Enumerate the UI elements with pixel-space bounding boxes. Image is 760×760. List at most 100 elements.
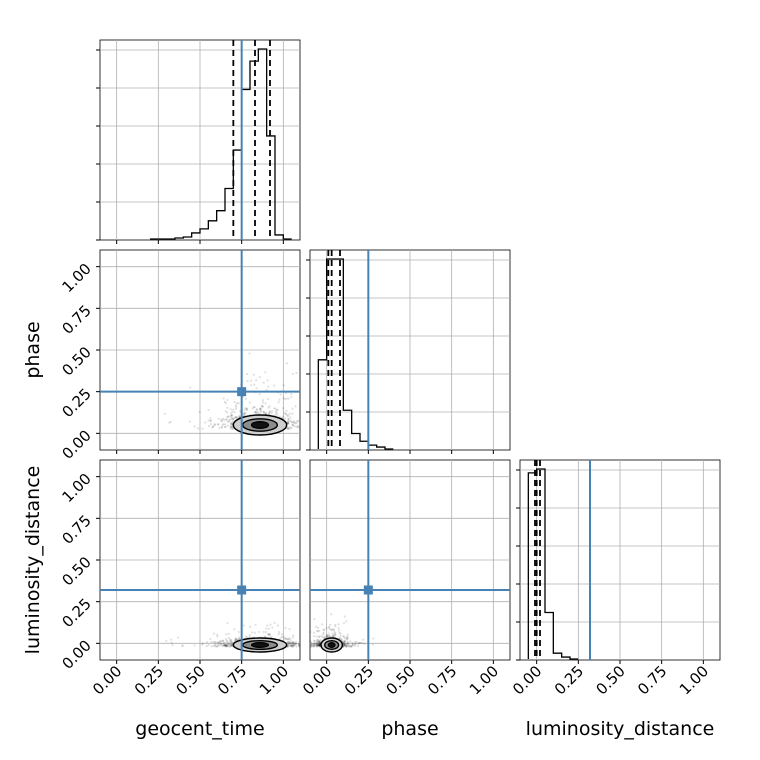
scatter-point: [298, 645, 301, 648]
scatter-point: [223, 644, 227, 647]
scatter-point: [261, 405, 265, 408]
scatter-point: [286, 421, 290, 424]
scatter-point: [344, 645, 348, 648]
scatter-point: [315, 644, 319, 647]
scatter-point: [232, 417, 235, 420]
scatter-point: [348, 644, 351, 647]
scatter-point: [348, 645, 351, 648]
scatter-point: [318, 643, 321, 646]
scatter-point: [212, 425, 215, 428]
scatter-point: [310, 643, 313, 646]
scatter-point: [252, 406, 255, 409]
scatter-point: [315, 641, 318, 644]
scatter-point: [258, 408, 262, 411]
scatter-point: [330, 613, 333, 616]
scatter-point: [345, 636, 349, 639]
scatter-point: [219, 641, 222, 644]
scatter-point: [205, 641, 209, 644]
scatter-point: [291, 372, 294, 376]
scatter-point: [231, 427, 234, 430]
scatter-point: [320, 635, 323, 638]
scatter-point: [197, 427, 200, 430]
scatter-point: [229, 641, 232, 644]
scatter-point: [274, 407, 277, 410]
scatter-point: [245, 636, 249, 639]
scatter-point: [287, 426, 290, 429]
scatter-point: [287, 422, 290, 425]
scatter-point: [292, 642, 295, 645]
scatter-point: [227, 641, 230, 644]
scatter-point: [267, 385, 270, 388]
scatter-point: [270, 635, 273, 639]
scatter-point: [294, 643, 297, 646]
scatter-point: [277, 633, 280, 636]
scatter-point: [318, 644, 321, 648]
xlabel-phase: phase: [381, 718, 438, 740]
scatter-point: [226, 415, 229, 418]
scatter-point: [168, 421, 171, 424]
scatter-point: [226, 424, 229, 427]
scatter-point: [207, 419, 210, 422]
panel-marks-luminosity-distance-hist: 0.00 0.25 0.50 0.75 1.00: [509, 460, 720, 698]
scatter-point: [229, 426, 233, 429]
scatter-point: [344, 643, 347, 646]
scatter-point: [233, 400, 236, 404]
scatter-point: [251, 631, 254, 634]
scatter-point: [238, 415, 241, 419]
scatter-point: [284, 412, 287, 416]
scatter-point: [267, 411, 271, 415]
scatter-point: [217, 417, 220, 420]
scatter-point: [292, 421, 295, 424]
scatter-point: [287, 640, 291, 644]
scatter-point: [244, 397, 247, 400]
scatter-point: [217, 641, 220, 644]
scatter-point: [313, 639, 316, 642]
scatter-point: [324, 635, 327, 638]
scatter-point: [238, 637, 241, 640]
scatter-point: [287, 419, 290, 422]
scatter-point: [315, 644, 318, 647]
scatter-point: [334, 634, 337, 637]
scatter-point: [198, 410, 201, 414]
scatter-point: [230, 423, 233, 426]
scatter-point: [222, 644, 225, 647]
scatter-point: [357, 642, 360, 645]
scatter-point: [273, 407, 276, 410]
scatter-point: [223, 644, 226, 647]
scatter-point: [345, 644, 348, 647]
scatter-point: [234, 638, 237, 642]
scatter-point: [316, 642, 319, 646]
scatter-point: [317, 640, 320, 643]
scatter-point: [318, 642, 321, 646]
scatter-point: [351, 643, 355, 646]
scatter-point: [229, 418, 232, 421]
scatter-point: [345, 645, 348, 648]
scatter-point: [291, 636, 295, 639]
scatter-point: [357, 642, 361, 645]
scatter-point: [260, 407, 263, 410]
scatter-point: [315, 644, 319, 647]
scatter-point: [334, 623, 337, 626]
scatter-point: [313, 644, 316, 648]
x-tick-label: 1.00: [256, 662, 292, 698]
scatter-point: [219, 639, 222, 643]
scatter-point: [318, 642, 321, 645]
scatter-point: [269, 410, 272, 413]
scatter-point: [282, 407, 285, 410]
scatter-point: [244, 411, 247, 415]
scatter-point: [248, 634, 252, 637]
x-tick-label: 0.25: [131, 662, 167, 698]
scatter-point: [234, 637, 237, 640]
scatter-point: [290, 420, 293, 423]
scatter-point: [291, 642, 294, 645]
scatter-point: [283, 637, 286, 640]
scatter-point: [361, 642, 364, 645]
scatter-point: [332, 634, 335, 637]
scatter-point: [225, 640, 229, 643]
scatter-point: [297, 643, 300, 647]
scatter-point: [223, 419, 226, 422]
scatter-point: [316, 638, 319, 642]
scatter-point: [221, 420, 224, 423]
scatter-point: [234, 404, 237, 407]
scatter-point: [289, 638, 292, 642]
